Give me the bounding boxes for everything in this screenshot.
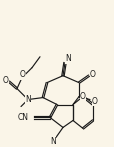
- Text: N: N: [65, 54, 70, 63]
- Text: O: O: [91, 97, 97, 106]
- Text: O: O: [20, 70, 26, 79]
- Text: N: N: [50, 137, 55, 146]
- Text: N: N: [25, 95, 31, 104]
- Text: O: O: [3, 76, 9, 85]
- Text: O: O: [79, 92, 85, 101]
- Text: O: O: [89, 70, 95, 79]
- Text: CN: CN: [18, 113, 29, 122]
